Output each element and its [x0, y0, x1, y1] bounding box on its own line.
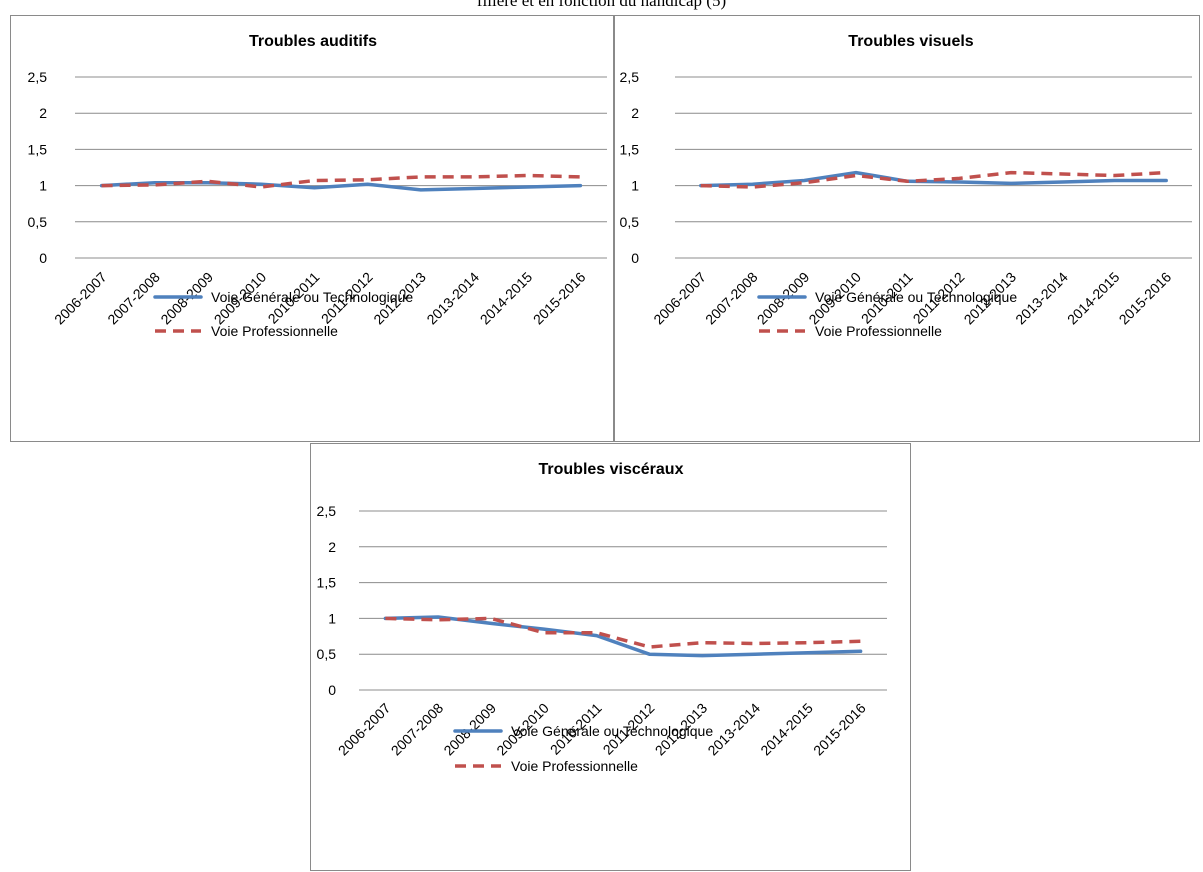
- y-tick-label: 1: [39, 178, 47, 194]
- series-line-voie-professionnelle: [700, 170, 1167, 189]
- y-tick-label: 2: [631, 105, 639, 121]
- x-tick-label: 2015-2016: [810, 700, 869, 759]
- chart-troubles-visceraux-svg: Troubles viscéraux00,511,522,52006-20072…: [317, 461, 887, 774]
- y-tick-label: 1: [328, 610, 336, 626]
- chart-troubles-visuels: Troubles visuels 0 0,5 1 1,5 2 2,5 2006-2007 200…: [614, 15, 1200, 442]
- x-tick-label: 2006-2007: [51, 269, 110, 328]
- chart-troubles-visceraux: Troubles viscéraux 0 0,5 1 1,5 2 2,5 2006-2007 2…: [310, 443, 911, 871]
- x-tick-label: 2014-2015: [757, 700, 816, 759]
- x-tick-label: 2015-2016: [530, 269, 589, 328]
- series-line-voie-professionnelle: [385, 616, 861, 649]
- y-tick-label: 1,5: [28, 141, 48, 157]
- y-tick-label: 0,5: [28, 214, 48, 230]
- legend-label-voie-professionnelle: Voie Professionnelle: [211, 323, 338, 339]
- x-tick-label: 2014-2015: [477, 269, 536, 328]
- y-tick-label: 1: [631, 178, 639, 194]
- x-tick-label: 2013-2014: [1012, 269, 1071, 328]
- y-tick-label: 0: [328, 682, 336, 698]
- legend-label-voie-professionnelle: Voie Professionnelle: [815, 323, 942, 339]
- y-tick-label: 2: [39, 105, 47, 121]
- legend-label-voie-generale: Voie Générale ou Technologique: [815, 289, 1017, 305]
- x-tick-label: 2013-2014: [423, 269, 482, 328]
- y-tick-label: 0: [39, 250, 47, 266]
- chart-title: Troubles auditifs: [249, 33, 377, 50]
- x-tick-label: 2014-2015: [1064, 269, 1123, 328]
- y-tick-label: 2,5: [620, 69, 640, 85]
- series-line-voie-generale: [383, 615, 863, 658]
- series-line-voie-generale: [699, 170, 1168, 188]
- y-tick-label: 0,5: [620, 214, 640, 230]
- x-tick-label: 2013-2014: [704, 700, 763, 759]
- x-tick-label: 2006-2007: [650, 269, 709, 328]
- y-tick-label: 1,5: [317, 575, 337, 591]
- page-caption: filière et en fonction du handicap (5): [476, 0, 727, 10]
- y-tick-label: 1,5: [620, 141, 640, 157]
- y-tick-label: 2,5: [317, 503, 337, 519]
- x-tick-label: 2006-2007: [335, 700, 394, 759]
- x-tick-label: 2007-2008: [388, 700, 447, 759]
- chart-title: Troubles visuels: [848, 33, 973, 50]
- y-tick-label: 2: [328, 539, 336, 555]
- chart-troubles-auditifs: Troubles auditifs 0 0,5 1 1,5 2 2,5 2006-2007 20…: [10, 15, 614, 442]
- series-line-voie-professionnelle: [101, 173, 581, 189]
- series-line-voie-generale: [99, 180, 583, 192]
- legend-label-voie-professionnelle: Voie Professionnelle: [511, 758, 638, 774]
- x-tick-label: 2007-2008: [702, 269, 761, 328]
- y-tick-label: 0: [631, 250, 639, 266]
- x-tick-label: 2008-2009: [440, 700, 499, 759]
- x-tick-label: 2015-2016: [1116, 269, 1175, 328]
- chart-troubles-auditifs-svg: Troubles auditifs 0 0,5 1 1,5 2 2,5 2006-2007 20…: [28, 33, 607, 339]
- chart-title: Troubles viscéraux: [539, 461, 684, 478]
- y-tick-label: 2,5: [28, 69, 48, 85]
- y-tick-label: 0,5: [317, 646, 337, 662]
- legend-label-voie-generale: Voie Générale ou Technologique: [211, 289, 413, 305]
- legend-label-voie-generale: Voie Générale ou Technologique: [511, 723, 713, 739]
- chart-troubles-visuels-svg: Troubles visuels 0 0,5 1 1,5 2 2,5 2006-2007200…: [620, 33, 1192, 339]
